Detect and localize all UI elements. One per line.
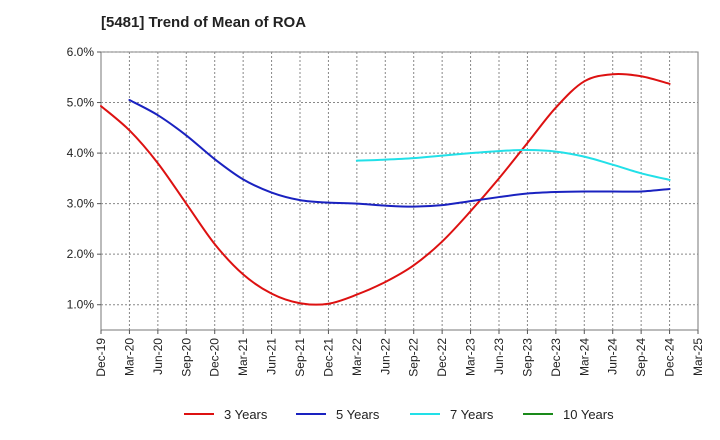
- series-line-2: [128, 99, 671, 208]
- x-tick-label: Sep-24: [634, 338, 648, 377]
- y-tick-label: 2.0%: [67, 247, 95, 261]
- x-tick-label: Mar-21: [236, 338, 250, 376]
- legend-label-2: 5 Years: [336, 407, 380, 422]
- x-tick-label: Jun-22: [378, 338, 392, 375]
- y-tick-label: 6.0%: [67, 45, 95, 59]
- series-line-1: [100, 72, 671, 306]
- x-tick-label: Jun-20: [151, 338, 165, 375]
- x-tick-label: Sep-23: [520, 338, 534, 377]
- x-axis-ticks: Dec-19 Mar-20 Jun-20 Sep-20 Dec-20 Mar-21 Jun-…: [94, 330, 705, 377]
- x-tick-label: Dec-20: [208, 338, 222, 377]
- x-tick-label: Dec-24: [663, 338, 677, 377]
- series-line-3: [355, 149, 671, 181]
- x-tick-label: Dec-22: [435, 338, 449, 377]
- x-tick-label: Sep-22: [407, 338, 421, 377]
- x-tick-label: Dec-19: [94, 338, 108, 377]
- x-tick-label: Mar-22: [350, 338, 364, 376]
- x-tick-label: Dec-23: [549, 338, 563, 377]
- y-tick-label: 5.0%: [67, 96, 95, 110]
- x-tick-label: Jun-23: [492, 338, 506, 375]
- y-axis-ticks: 1.0% 2.0% 3.0% 4.0% 5.0% 6.0%: [67, 45, 101, 312]
- x-tick-label: Jun-21: [265, 338, 279, 375]
- y-tick-label: 1.0%: [67, 298, 95, 312]
- chart-title: [5481] Trend of Mean of ROA: [101, 14, 307, 31]
- x-tick-label: Sep-21: [293, 338, 307, 377]
- x-tick-label: Jun-24: [606, 338, 620, 375]
- legend: 3 Years 5 Years 7 Years 10 Years: [184, 407, 614, 422]
- grid-lines: [101, 51, 698, 330]
- x-tick-label: Dec-21: [321, 338, 335, 377]
- legend-label-3: 7 Years: [450, 407, 494, 422]
- legend-label-4: 10 Years: [563, 407, 614, 422]
- x-tick-label: Sep-20: [179, 338, 193, 377]
- legend-label-1: 3 Years: [224, 407, 268, 422]
- x-tick-label: Mar-20: [122, 338, 136, 376]
- series-lines: [100, 72, 671, 306]
- y-tick-label: 3.0%: [67, 197, 95, 211]
- x-tick-label: Mar-23: [464, 338, 478, 376]
- x-tick-label: Mar-24: [577, 338, 591, 376]
- y-tick-label: 4.0%: [67, 146, 95, 160]
- x-tick-label: Mar-25: [691, 338, 705, 376]
